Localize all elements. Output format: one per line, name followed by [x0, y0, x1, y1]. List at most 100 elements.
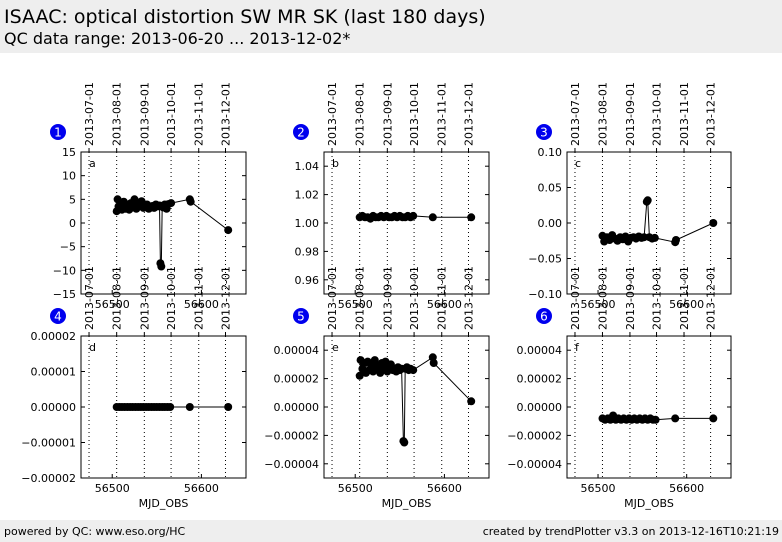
date-tick-label: 2013-07-01: [83, 82, 96, 146]
date-tick-label: 2013-12-01: [462, 82, 475, 146]
data-point: [651, 415, 660, 424]
x-axis-label: MJD_OBS: [382, 497, 432, 510]
x-tick-label: 56600: [427, 298, 462, 311]
y-tick-label: 0.96: [295, 274, 320, 287]
y-tick-label: 0.05: [538, 182, 563, 195]
data-point: [224, 226, 233, 235]
date-tick-label: 2013-10-01: [165, 266, 178, 330]
data-point: [709, 414, 718, 423]
y-tick-label: −0.05: [528, 253, 562, 266]
date-tick-label: 2013-12-01: [219, 266, 232, 330]
y-tick-label: 15: [62, 146, 76, 159]
date-tick-label: 2013-10-01: [408, 82, 421, 146]
y-tick-label: −0.00004: [507, 458, 562, 471]
x-tick-label: 56600: [184, 298, 219, 311]
y-tick-label: 0.00000: [517, 401, 563, 414]
date-tick-label: 2013-11-01: [193, 82, 206, 146]
x-tick-label: 56600: [184, 482, 219, 495]
panel-number: 3: [540, 126, 548, 140]
date-tick-label: 2013-12-01: [705, 266, 718, 330]
date-tick-label: 2013-11-01: [678, 266, 691, 330]
plot-frame: [566, 335, 732, 479]
data-point: [355, 371, 364, 380]
date-tick-label: 2013-09-01: [138, 82, 151, 146]
x-tick-label: 56500: [581, 482, 616, 495]
date-tick-label: 2013-11-01: [436, 266, 449, 330]
panel-number: 2: [297, 126, 305, 140]
y-tick-label: −15: [53, 288, 76, 301]
footer-created: created by trendPlotter v3.3 on 2013-12-…: [482, 525, 779, 538]
panel-number: 1: [54, 126, 62, 140]
y-tick-label: 5: [69, 193, 76, 206]
y-tick-label: −0.10: [528, 288, 562, 301]
date-tick-label: 2013-08-01: [596, 266, 609, 330]
date-tick-label: 2013-09-01: [381, 82, 394, 146]
y-tick-label: 0.00001: [31, 366, 77, 379]
x-tick-label: 56500: [338, 298, 373, 311]
x-axis-label: MJD_OBS: [139, 497, 189, 510]
x-tick-label: 56600: [669, 482, 704, 495]
date-tick-label: 2013-10-01: [651, 82, 664, 146]
panel-letter: a: [89, 157, 96, 170]
panel-letter: d: [89, 341, 96, 354]
panel-letter: b: [332, 157, 339, 170]
date-tick-label: 2013-08-01: [354, 266, 367, 330]
data-point: [166, 403, 175, 411]
data-point: [709, 219, 718, 227]
date-tick-label: 2013-12-01: [462, 266, 475, 330]
data-point: [186, 197, 195, 206]
date-tick-label: 2013-11-01: [193, 266, 206, 330]
x-tick-label: 56600: [427, 482, 462, 495]
y-tick-label: −10: [53, 264, 76, 277]
date-tick-label: 2013-10-01: [165, 82, 178, 146]
date-tick-label: 2013-07-01: [569, 82, 582, 146]
date-tick-label: 2013-10-01: [651, 266, 664, 330]
data-point: [400, 438, 409, 447]
x-tick-label: 56500: [95, 482, 130, 495]
date-tick-label: 2013-07-01: [326, 82, 339, 146]
y-tick-label: 0: [69, 217, 76, 230]
y-tick-label: −0.00004: [264, 458, 319, 471]
data-point: [167, 199, 176, 208]
date-tick-label: 2013-12-01: [705, 82, 718, 146]
x-tick-label: 56500: [95, 298, 130, 311]
data-point: [671, 414, 680, 423]
y-tick-label: 0.00004: [274, 344, 320, 357]
date-tick-label: 2013-10-01: [408, 266, 421, 330]
panel-number: 5: [297, 310, 305, 324]
x-tick-label: 56500: [338, 482, 373, 495]
header-bar: ISAAC: optical distortion SW MR SK (last…: [0, 0, 782, 53]
data-point: [409, 366, 418, 375]
y-tick-label: 1.04: [295, 160, 320, 173]
date-tick-label: 2013-08-01: [596, 82, 609, 146]
y-tick-label: 0.00: [538, 217, 563, 230]
x-tick-label: 56600: [669, 298, 704, 311]
data-point: [467, 213, 476, 222]
y-tick-label: 0.00002: [274, 373, 320, 386]
y-tick-label: 0.00004: [517, 344, 563, 357]
date-tick-label: 2013-08-01: [111, 82, 124, 146]
panel-number-badge: [50, 308, 66, 324]
data-point: [428, 213, 437, 222]
data-point: [224, 403, 233, 411]
plot-frame: [323, 335, 490, 479]
data-point: [370, 356, 379, 365]
data-point: [467, 397, 476, 406]
page-title: ISAAC: optical distortion SW MR SK (last…: [4, 6, 486, 28]
panel-letter: f: [575, 341, 580, 354]
data-point: [650, 233, 659, 242]
date-tick-label: 2013-08-01: [111, 266, 124, 330]
date-tick-label: 2013-08-01: [354, 82, 367, 146]
y-tick-label: 0.98: [295, 245, 320, 258]
panel-number: 4: [54, 310, 62, 324]
data-point: [672, 236, 680, 244]
data-point: [376, 368, 385, 377]
y-tick-label: −0.00002: [21, 472, 76, 485]
date-tick-label: 2013-09-01: [624, 82, 637, 146]
data-point: [409, 211, 418, 220]
x-tick-label: 56500: [581, 298, 616, 311]
y-tick-label: 0.00000: [31, 401, 77, 414]
panel-letter: e: [332, 341, 339, 354]
y-tick-label: 0.00002: [31, 330, 77, 343]
